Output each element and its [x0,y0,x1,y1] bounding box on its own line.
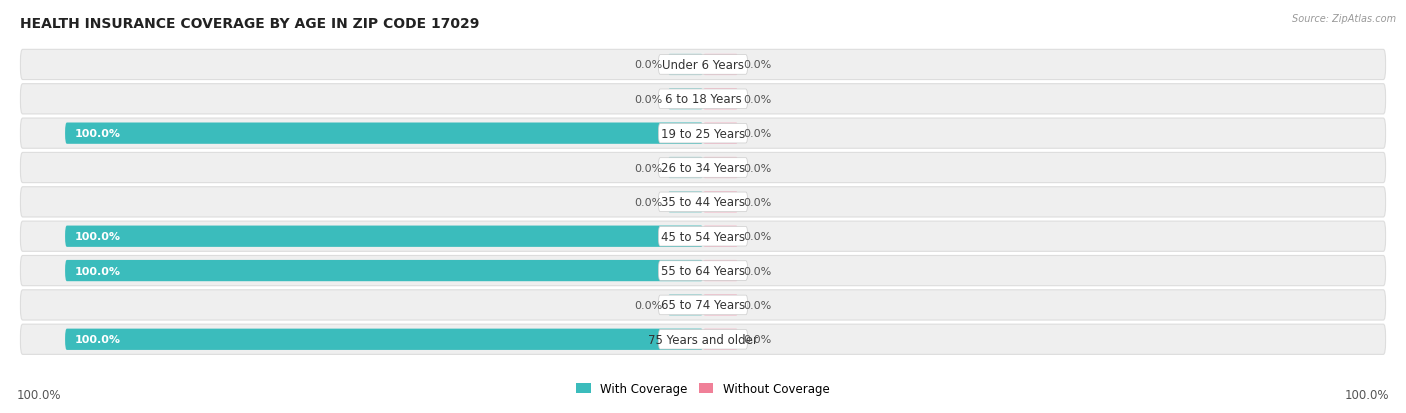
Text: HEALTH INSURANCE COVERAGE BY AGE IN ZIP CODE 17029: HEALTH INSURANCE COVERAGE BY AGE IN ZIP … [21,17,479,31]
Text: 0.0%: 0.0% [634,163,662,173]
Text: 6 to 18 Years: 6 to 18 Years [665,93,741,106]
Text: 100.0%: 100.0% [75,232,121,242]
FancyBboxPatch shape [658,227,748,247]
FancyBboxPatch shape [21,85,1385,115]
Text: 65 to 74 Years: 65 to 74 Years [661,299,745,312]
FancyBboxPatch shape [65,123,703,145]
Text: 0.0%: 0.0% [744,197,772,207]
FancyBboxPatch shape [668,157,703,179]
Legend: With Coverage, Without Coverage: With Coverage, Without Coverage [572,377,834,399]
Text: 0.0%: 0.0% [634,300,662,310]
FancyBboxPatch shape [21,153,1385,183]
FancyBboxPatch shape [658,158,748,178]
Text: 100.0%: 100.0% [75,266,121,276]
Text: 0.0%: 0.0% [744,232,772,242]
Text: Source: ZipAtlas.com: Source: ZipAtlas.com [1292,14,1396,24]
Text: 55 to 64 Years: 55 to 64 Years [661,264,745,278]
FancyBboxPatch shape [668,294,703,316]
FancyBboxPatch shape [703,329,738,350]
FancyBboxPatch shape [703,260,738,282]
FancyBboxPatch shape [658,55,748,75]
Text: 26 to 34 Years: 26 to 34 Years [661,161,745,175]
FancyBboxPatch shape [703,192,738,213]
Text: 0.0%: 0.0% [744,300,772,310]
FancyBboxPatch shape [658,192,748,212]
Text: 19 to 25 Years: 19 to 25 Years [661,127,745,140]
FancyBboxPatch shape [703,294,738,316]
Text: 0.0%: 0.0% [744,335,772,344]
FancyBboxPatch shape [65,260,703,282]
Text: 0.0%: 0.0% [634,95,662,104]
Text: 0.0%: 0.0% [744,163,772,173]
Text: 35 to 44 Years: 35 to 44 Years [661,196,745,209]
Text: 0.0%: 0.0% [744,129,772,139]
FancyBboxPatch shape [668,192,703,213]
FancyBboxPatch shape [21,290,1385,320]
FancyBboxPatch shape [703,55,738,76]
Text: 100.0%: 100.0% [1344,388,1389,401]
FancyBboxPatch shape [21,119,1385,149]
FancyBboxPatch shape [658,330,748,349]
Text: 45 to 54 Years: 45 to 54 Years [661,230,745,243]
Text: 0.0%: 0.0% [634,197,662,207]
FancyBboxPatch shape [21,221,1385,252]
FancyBboxPatch shape [703,89,738,110]
FancyBboxPatch shape [21,256,1385,286]
FancyBboxPatch shape [658,124,748,144]
FancyBboxPatch shape [21,50,1385,81]
Text: 0.0%: 0.0% [744,266,772,276]
FancyBboxPatch shape [703,123,738,145]
Text: 100.0%: 100.0% [17,388,62,401]
FancyBboxPatch shape [21,187,1385,218]
Text: 100.0%: 100.0% [75,129,121,139]
Text: 0.0%: 0.0% [744,95,772,104]
Text: 75 Years and older: 75 Years and older [648,333,758,346]
FancyBboxPatch shape [668,55,703,76]
FancyBboxPatch shape [658,90,748,109]
Text: 0.0%: 0.0% [744,60,772,70]
FancyBboxPatch shape [703,157,738,179]
Text: 0.0%: 0.0% [634,60,662,70]
FancyBboxPatch shape [668,89,703,110]
FancyBboxPatch shape [703,226,738,247]
FancyBboxPatch shape [658,261,748,281]
Text: 100.0%: 100.0% [75,335,121,344]
FancyBboxPatch shape [21,324,1385,354]
FancyBboxPatch shape [658,295,748,315]
FancyBboxPatch shape [65,226,703,247]
Text: Under 6 Years: Under 6 Years [662,59,744,72]
FancyBboxPatch shape [65,329,703,350]
